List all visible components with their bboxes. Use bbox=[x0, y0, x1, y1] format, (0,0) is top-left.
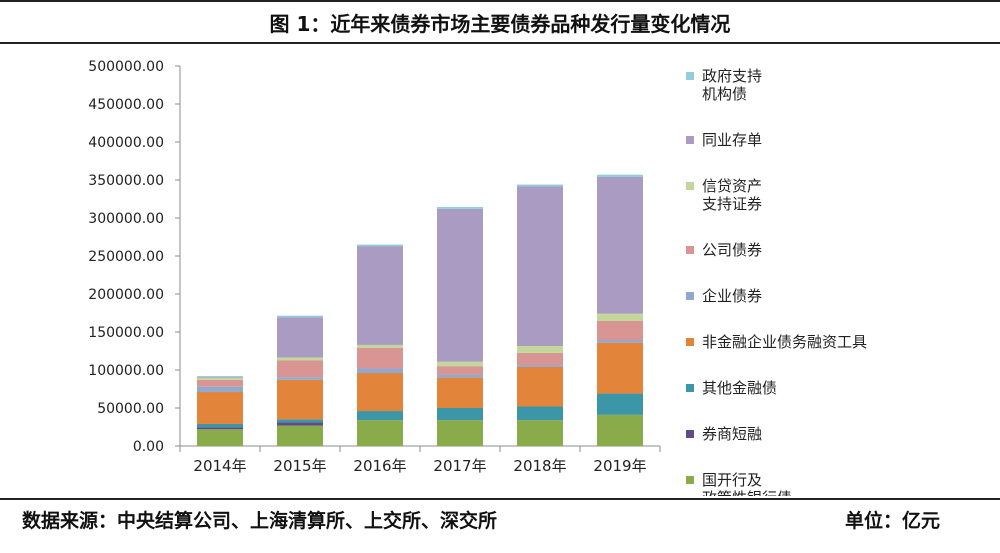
x-tick-label: 2017年 bbox=[433, 457, 486, 475]
legend-swatch bbox=[686, 338, 694, 346]
y-tick-label: 150000.00 bbox=[88, 325, 164, 341]
bar-segment bbox=[597, 342, 643, 394]
x-tick-label: 2018年 bbox=[513, 457, 566, 475]
legend-swatch bbox=[686, 292, 694, 300]
legend-label: 政府支持 bbox=[702, 67, 762, 85]
legend-swatch bbox=[686, 246, 694, 254]
bar-segment bbox=[277, 379, 323, 420]
bar-segment bbox=[517, 406, 563, 421]
bar-segment bbox=[357, 344, 403, 348]
legend-label: 其他金融债 bbox=[702, 379, 777, 397]
bar-segment bbox=[597, 339, 643, 343]
bar-segment bbox=[197, 427, 243, 430]
bar-segment bbox=[597, 414, 643, 446]
bar-segment bbox=[517, 352, 563, 366]
unit-note: 单位：亿元 bbox=[844, 510, 940, 532]
y-tick-label: 350000.00 bbox=[88, 173, 164, 189]
x-tick-label: 2019年 bbox=[593, 457, 646, 475]
bar-segment bbox=[277, 422, 323, 426]
legend-label: 信贷资产 bbox=[702, 177, 762, 195]
legend-swatch bbox=[686, 182, 694, 190]
legend-label: 公司债券 bbox=[702, 241, 762, 259]
header-top-rule bbox=[0, 0, 1000, 2]
bar-segment bbox=[437, 366, 483, 375]
bar-segment bbox=[357, 411, 403, 421]
bar-segment bbox=[517, 346, 563, 353]
bar-segment bbox=[517, 186, 563, 347]
bar-segment bbox=[597, 176, 643, 314]
bar-segment bbox=[437, 206, 483, 209]
bar-segment bbox=[437, 420, 483, 446]
bar-segment bbox=[357, 373, 403, 412]
bar-segment bbox=[277, 419, 323, 423]
header-bottom-rule bbox=[0, 42, 1000, 44]
y-tick-label: 450000.00 bbox=[88, 97, 164, 113]
legend-label: 企业债券 bbox=[702, 287, 762, 305]
y-tick-label: 50000.00 bbox=[97, 401, 164, 417]
legend-label: 机构债 bbox=[702, 85, 747, 103]
bar-segment bbox=[437, 361, 483, 367]
bar-segment bbox=[437, 374, 483, 378]
legend-swatch bbox=[686, 384, 694, 392]
bar-segment bbox=[517, 366, 563, 407]
footer-top-rule bbox=[0, 498, 1000, 500]
legend-label: 国开行及 bbox=[702, 471, 762, 489]
bar-segment bbox=[357, 368, 403, 374]
y-tick-label: 100000.00 bbox=[88, 363, 164, 379]
bar-segment bbox=[197, 376, 243, 378]
bar-segment bbox=[197, 423, 243, 428]
legend-label: 政策性银行债 bbox=[702, 489, 792, 496]
bar-segment bbox=[277, 360, 323, 378]
bar-segment bbox=[197, 377, 243, 378]
bar-segment bbox=[597, 174, 643, 177]
y-tick-label: 300000.00 bbox=[88, 211, 164, 227]
bar-segment bbox=[277, 357, 323, 361]
bar-segment bbox=[197, 386, 243, 393]
bar-segment bbox=[197, 392, 243, 424]
data-source-note: 数据来源：中央结算公司、上海清算所、上交所、深交所 bbox=[22, 510, 498, 532]
bar-segment bbox=[437, 208, 483, 362]
bar-segment bbox=[197, 379, 243, 387]
x-tick-label: 2015年 bbox=[273, 457, 326, 475]
bar-segment bbox=[357, 347, 403, 369]
bar-segment bbox=[277, 315, 323, 318]
stacked-bar-chart: 0.00 50000.00 100000.00 150000.00 200000.00 2… bbox=[88, 59, 867, 496]
bar-segment bbox=[197, 377, 243, 380]
bar-segment bbox=[437, 408, 483, 421]
legend-swatch bbox=[686, 72, 694, 80]
bar-segment bbox=[277, 425, 323, 446]
y-tick-label: 250000.00 bbox=[88, 249, 164, 265]
bar-segment bbox=[517, 184, 563, 187]
bar-segment bbox=[597, 320, 643, 340]
y-tick-label: 200000.00 bbox=[88, 287, 164, 303]
bar-segment bbox=[357, 244, 403, 247]
legend-swatch bbox=[686, 136, 694, 144]
legend-swatch bbox=[686, 430, 694, 438]
bar-segment bbox=[597, 393, 643, 415]
bar-segment bbox=[517, 420, 563, 446]
chart-title: 图 1：近年来债券市场主要债券品种发行量变化情况 bbox=[269, 12, 731, 36]
legend-label: 券商短融 bbox=[702, 425, 762, 443]
legend-label: 支持证券 bbox=[702, 195, 762, 213]
bar-segment bbox=[277, 377, 323, 380]
bar-segment bbox=[197, 429, 243, 446]
bar-segment bbox=[597, 313, 643, 321]
legend-label: 非金融企业债务融资工具 bbox=[702, 333, 867, 351]
bar-segment bbox=[357, 420, 403, 446]
bar-segment bbox=[277, 317, 323, 358]
bar-segment bbox=[517, 365, 563, 367]
bar-segment bbox=[357, 246, 403, 345]
legend-label: 同业存单 bbox=[702, 131, 762, 149]
y-tick-label: 500000.00 bbox=[88, 59, 164, 75]
x-tick-label: 2014年 bbox=[193, 457, 246, 475]
bar-segment bbox=[437, 377, 483, 408]
y-tick-label: 0.00 bbox=[133, 439, 164, 455]
y-tick-label: 400000.00 bbox=[88, 135, 164, 151]
legend-swatch bbox=[686, 476, 694, 484]
x-tick-label: 2016年 bbox=[353, 457, 406, 475]
